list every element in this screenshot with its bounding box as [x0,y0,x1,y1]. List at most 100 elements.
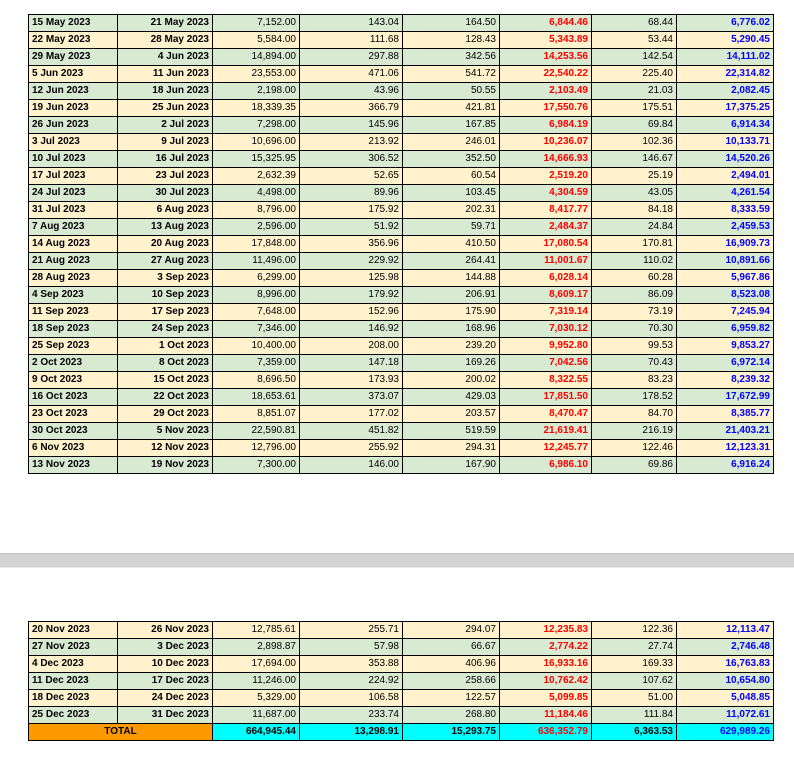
total-payout: 629,989.26 [676,723,774,741]
cell-fee: 173.93 [299,371,403,389]
cell-week-start: 24 Jul 2023 [28,184,118,202]
cell-fee: 111.68 [299,31,403,49]
cell-net: 7,319.14 [499,303,592,321]
cell-payout: 10,654.80 [676,672,774,690]
cell-fee: 356.96 [299,235,403,253]
cell-gross: 8,796.00 [212,201,300,219]
cell-payout: 5,967.86 [676,269,774,287]
cell-deduction: 70.30 [591,320,677,338]
cell-fee: 146.92 [299,320,403,338]
cell-fee: 175.92 [299,201,403,219]
cell-gross: 23,553.00 [212,65,300,83]
cell-tax: 258.66 [402,672,500,690]
cell-net: 8,417.77 [499,201,592,219]
cell-net: 17,080.54 [499,235,592,253]
cell-fee: 208.00 [299,337,403,355]
cell-net: 21,619.41 [499,422,592,440]
cell-tax: 144.88 [402,269,500,287]
cell-week-start: 25 Dec 2023 [28,706,118,724]
total-tax: 15,293.75 [402,723,500,741]
cell-gross: 10,696.00 [212,133,300,151]
table-row: 31 Jul 2023 6 Aug 2023 8,796.00 175.92 202.3… [28,201,774,219]
cell-deduction: 122.36 [591,621,677,639]
cell-week-end: 4 Jun 2023 [117,48,213,66]
cell-net: 10,236.07 [499,133,592,151]
cell-week-end: 2 Jul 2023 [117,116,213,134]
table-row: 25 Dec 2023 31 Dec 2023 11,687.00 233.74 268… [28,706,774,724]
cell-payout: 16,763.83 [676,655,774,673]
cell-week-end: 13 Aug 2023 [117,218,213,236]
cell-week-start: 15 May 2023 [28,14,118,32]
table-row: 26 Jun 2023 2 Jul 2023 7,298.00 145.96 167.8… [28,116,774,134]
cell-gross: 10,400.00 [212,337,300,355]
cell-gross: 5,329.00 [212,689,300,707]
cell-deduction: 51.00 [591,689,677,707]
cell-deduction: 111.84 [591,706,677,724]
table-row: 6 Nov 2023 12 Nov 2023 12,796.00 255.92 294.… [28,439,774,457]
cell-payout: 7,245.94 [676,303,774,321]
cell-week-end: 28 May 2023 [117,31,213,49]
cell-net: 12,235.83 [499,621,592,639]
cell-net: 9,952.80 [499,337,592,355]
cell-week-start: 27 Nov 2023 [28,638,118,656]
cell-gross: 17,848.00 [212,235,300,253]
cell-tax: 429.03 [402,388,500,406]
cell-deduction: 84.70 [591,405,677,423]
table-row: 20 Nov 2023 26 Nov 2023 12,785.61 255.71 294… [28,621,774,639]
cell-gross: 22,590.81 [212,422,300,440]
cell-net: 6,028.14 [499,269,592,287]
cell-week-start: 12 Jun 2023 [28,82,118,100]
table-row: 19 Jun 2023 25 Jun 2023 18,339.35 366.79 421… [28,99,774,117]
cell-net: 10,762.42 [499,672,592,690]
cell-tax: 406.96 [402,655,500,673]
cell-deduction: 122.46 [591,439,677,457]
cell-week-start: 30 Oct 2023 [28,422,118,440]
table-row: 11 Sep 2023 17 Sep 2023 7,648.00 152.96 175.… [28,303,774,321]
total-net: 636,352.79 [499,723,592,741]
cell-payout: 14,520.26 [676,150,774,168]
cell-fee: 471.06 [299,65,403,83]
cell-week-start: 18 Dec 2023 [28,689,118,707]
page-break-separator [0,553,794,568]
cell-week-start: 19 Jun 2023 [28,99,118,117]
cell-week-start: 31 Jul 2023 [28,201,118,219]
cell-deduction: 73.19 [591,303,677,321]
cell-deduction: 216.19 [591,422,677,440]
cell-week-start: 18 Sep 2023 [28,320,118,338]
cell-week-start: 29 May 2023 [28,48,118,66]
cell-payout: 2,459.53 [676,218,774,236]
cell-deduction: 21.03 [591,82,677,100]
table-row: 11 Dec 2023 17 Dec 2023 11,246.00 224.92 258… [28,672,774,690]
cell-deduction: 175.51 [591,99,677,117]
cell-deduction: 110.02 [591,252,677,270]
cell-payout: 6,972.14 [676,354,774,372]
cell-net: 8,322.55 [499,371,592,389]
cell-week-end: 25 Jun 2023 [117,99,213,117]
cell-gross: 12,785.61 [212,621,300,639]
table-row: 9 Oct 2023 15 Oct 2023 8,696.50 173.93 200.0… [28,371,774,389]
table-row: 27 Nov 2023 3 Dec 2023 2,898.87 57.98 66.67 2… [28,638,774,656]
cell-week-start: 21 Aug 2023 [28,252,118,270]
cell-gross: 2,198.00 [212,82,300,100]
cell-payout: 17,672.99 [676,388,774,406]
table-row: 4 Dec 2023 10 Dec 2023 17,694.00 353.88 406.… [28,655,774,673]
cell-week-end: 10 Sep 2023 [117,286,213,304]
cell-tax: 421.81 [402,99,500,117]
cell-week-end: 3 Dec 2023 [117,638,213,656]
cell-fee: 233.74 [299,706,403,724]
cell-net: 4,304.59 [499,184,592,202]
total-label: TOTAL [28,723,213,741]
cell-net: 2,774.22 [499,638,592,656]
cell-week-start: 28 Aug 2023 [28,269,118,287]
table-row: 30 Oct 2023 5 Nov 2023 22,590.81 451.82 519.… [28,422,774,440]
cell-gross: 5,584.00 [212,31,300,49]
table-row: 14 Aug 2023 20 Aug 2023 17,848.00 356.96 410… [28,235,774,253]
cell-gross: 7,346.00 [212,320,300,338]
cell-deduction: 25.19 [591,167,677,185]
cell-week-start: 17 Jul 2023 [28,167,118,185]
cell-week-end: 24 Dec 2023 [117,689,213,707]
cell-tax: 122.57 [402,689,500,707]
cell-week-end: 24 Sep 2023 [117,320,213,338]
cell-tax: 294.07 [402,621,500,639]
cell-deduction: 43.05 [591,184,677,202]
